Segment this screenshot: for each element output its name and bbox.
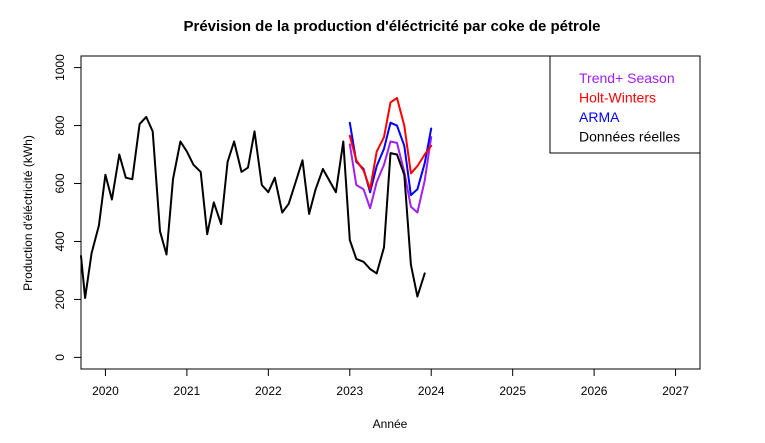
series-line-holt-winters	[348, 97, 433, 191]
x-tick-label: 2022	[255, 384, 282, 398]
legend-label-donnees-reelles: Données réelles	[579, 129, 680, 145]
x-tick-label: 2021	[174, 384, 201, 398]
x-tick-label: 2024	[418, 384, 445, 398]
series-line-trend-season	[348, 136, 433, 214]
x-tick-label: 2025	[499, 384, 526, 398]
y-tick-label: 1000	[53, 54, 67, 81]
series-line-donnees-reelles	[80, 115, 426, 299]
chart-title: Prévision de la production d'éléctricité…	[183, 18, 600, 35]
y-axis: 0 200 400 600 800 1000	[53, 54, 82, 361]
x-axis-label: Année	[373, 417, 408, 431]
legend-box	[549, 55, 701, 154]
y-axis-label: Production d'éléctricité (kWh)	[21, 135, 35, 291]
y-tick-label: 600	[53, 173, 67, 193]
x-tick-label: 2020	[92, 384, 119, 398]
x-axis: 2020 2021 2022 2023 2024 2025 2026 2027	[92, 369, 689, 398]
y-tick-label: 400	[53, 231, 67, 251]
y-tick-label: 800	[53, 115, 67, 135]
legend: Trend+ Season Holt-Winters ARMA Données rée…	[549, 55, 701, 154]
legend-label-arma: ARMA	[579, 109, 620, 125]
x-tick-label: 2023	[336, 384, 363, 398]
x-tick-label: 2027	[662, 384, 689, 398]
x-tick-label: 2026	[581, 384, 608, 398]
legend-label-trend-season: Trend+ Season	[579, 70, 675, 86]
series-layer	[80, 97, 433, 299]
y-tick-label: 0	[53, 354, 67, 361]
legend-label-holt-winters: Holt-Winters	[579, 90, 656, 106]
y-tick-label: 200	[53, 289, 67, 309]
